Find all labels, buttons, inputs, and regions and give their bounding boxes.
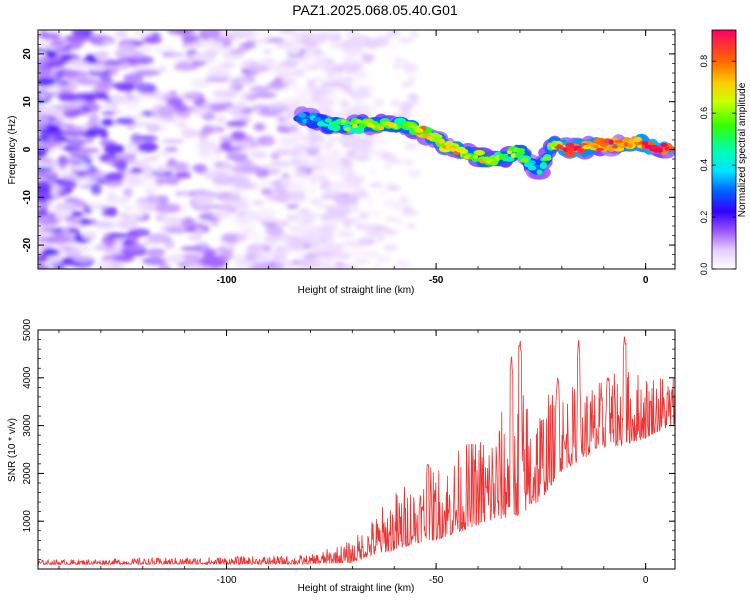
snr-series-line — [38, 336, 675, 566]
colorbar-tick-label: 0.0 — [699, 263, 709, 276]
snr-y-tick-label: 2000 — [22, 462, 33, 485]
spectrogram-signal — [293, 106, 675, 180]
spectrogram-x-tick-label: -50 — [429, 275, 444, 286]
snr-background — [38, 330, 675, 569]
spectrogram-y-axis-label: Frequency (Hz) — [7, 116, 18, 185]
snr-panel: -100 -50 0 1000 2000 3000 4000 5000 Height of … — [7, 318, 676, 594]
snr-x-tick-label: -50 — [429, 575, 444, 586]
spectrogram-y-ticks: -20 -10 0 10 20 — [22, 34, 675, 265]
snr-y-tick-label: 1000 — [22, 510, 33, 533]
snr-y-tick-label: 5000 — [22, 318, 33, 341]
snr-x-tick-label: -100 — [217, 575, 237, 586]
figure-title: PAZ1.2025.068.05.40.G01 — [292, 2, 458, 18]
colorbar-tick-label: 0.6 — [699, 107, 709, 120]
snr-y-tick-label: 4000 — [22, 366, 33, 389]
snr-x-tick-label: 0 — [643, 575, 649, 586]
spectrogram-y-tick-label: -20 — [22, 237, 33, 252]
snr-x-axis-label: Height of straight line (km) — [298, 583, 415, 594]
spectrogram-x-ticks: -100 -50 0 — [58, 30, 649, 286]
colorbar-ticks: 0.0 0.2 0.4 0.6 0.8 — [699, 55, 736, 275]
spectrogram-y-tick-label: 0 — [22, 146, 33, 152]
spectrogram-y-tick-label: -10 — [22, 190, 33, 205]
colorbar-tick-label: 0.2 — [699, 211, 709, 224]
colorbar-tick-label: 0.8 — [699, 55, 709, 68]
colorbar-gradient — [711, 29, 737, 270]
snr-y-axis-label: SNR (10 * v/v) — [7, 418, 18, 482]
colorbar: 0.0 0.2 0.4 0.6 0.8 Normalized spectral ampl… — [699, 29, 748, 275]
spectrogram-x-tick-label: 0 — [643, 275, 649, 286]
colorbar-label: Normalized spectral amplitude — [737, 82, 748, 217]
spectrogram-y-tick-label: 10 — [22, 96, 33, 108]
snr-x-ticks: -100 -50 0 — [58, 330, 649, 586]
snr-frame — [37, 329, 676, 570]
spectrogram-x-axis-label: Height of straight line (km) — [298, 285, 415, 296]
spectrogram-x-tick-label: -100 — [217, 275, 237, 286]
snr-y-ticks: 1000 2000 3000 4000 5000 — [22, 318, 675, 560]
snr-y-tick-label: 3000 — [22, 414, 33, 437]
colorbar-tick-label: 0.4 — [699, 159, 709, 172]
spectrogram-y-tick-label: 20 — [22, 48, 33, 60]
